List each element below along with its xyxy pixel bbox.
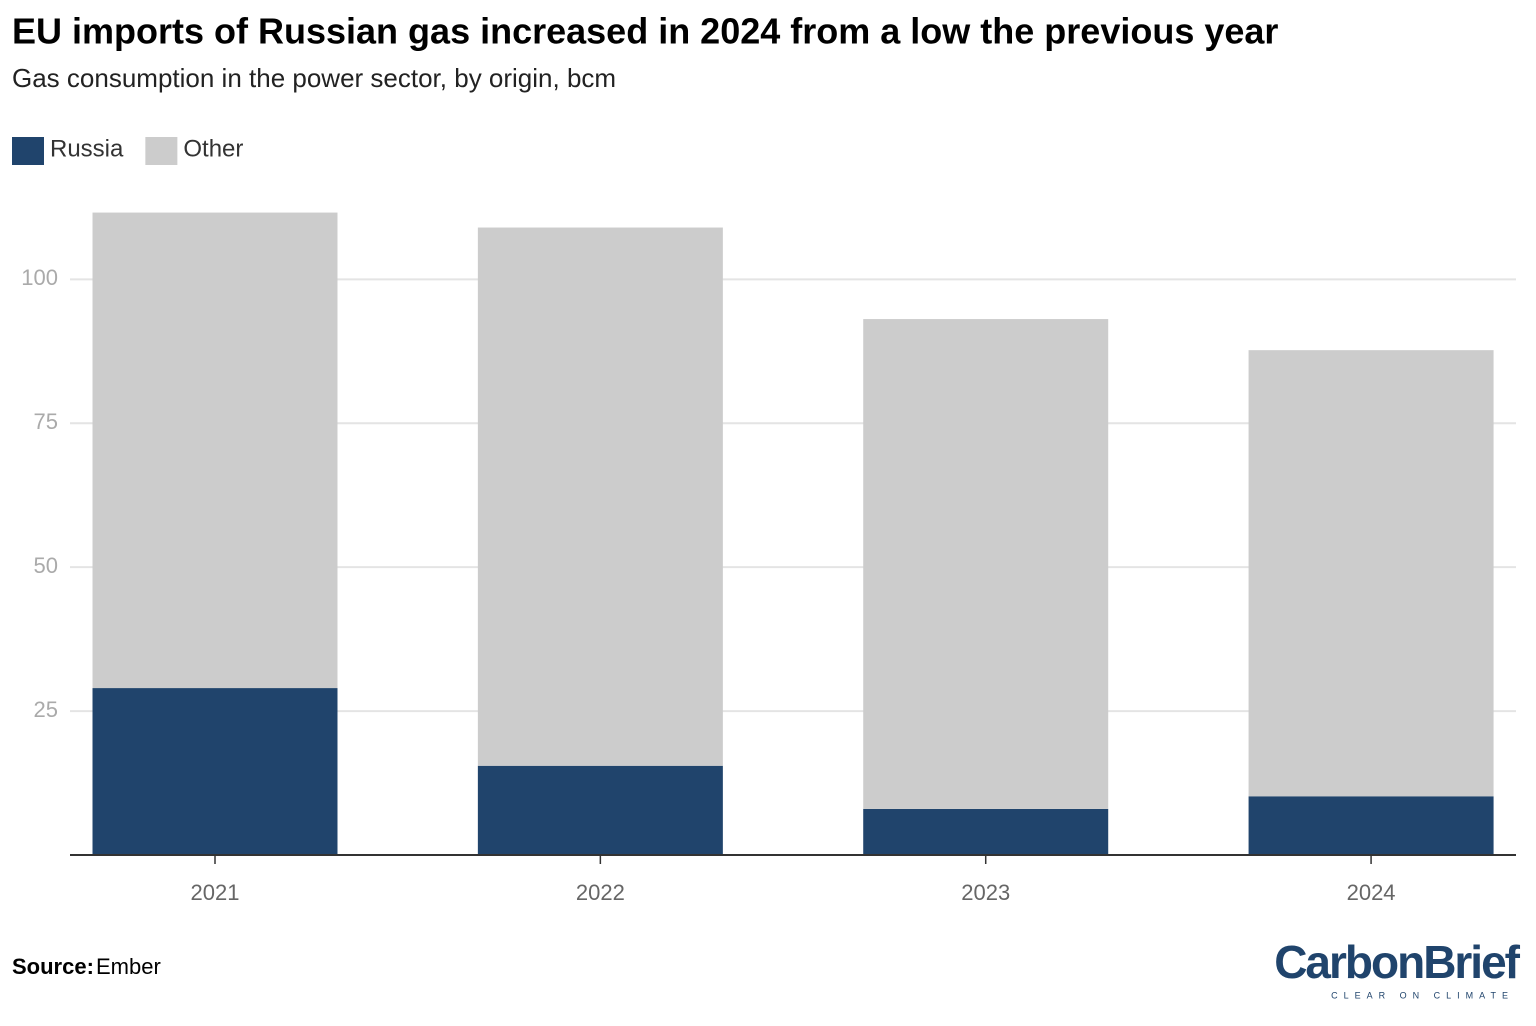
source: Ember [96,954,161,979]
chart-subtitle: Gas consumption in the power sector, by … [12,63,616,93]
bar-segment [863,808,1109,855]
y-tick-label: 25 [34,697,58,722]
bar-segment [477,227,723,766]
logo: CarbonBrief [1274,936,1520,988]
legend-label: Other [183,135,243,162]
x-tick-label: 2024 [1347,880,1396,905]
bar-segment [92,212,338,689]
y-tick-label: 100 [21,265,58,290]
bar-segment [477,765,723,855]
legend-label: Russia [50,135,124,162]
y-tick-label: 50 [34,553,58,578]
chart-title: EU imports of Russian gas increased in 2… [12,11,1278,52]
logo-tagline: CLEAR ON CLIMATE [1331,990,1514,1000]
x-tick-label: 2022 [576,880,625,905]
bar-segment [1248,796,1494,855]
y-tick-label: 75 [34,409,58,434]
legend-swatch [145,137,178,165]
bar-segment [1248,350,1494,797]
x-tick-label: 2021 [191,880,240,905]
bar-segment [92,688,338,855]
x-tick-label: 2023 [961,880,1010,905]
legend-swatch [12,137,44,165]
source-label: Source: [12,954,94,979]
bar-segment [863,319,1109,809]
